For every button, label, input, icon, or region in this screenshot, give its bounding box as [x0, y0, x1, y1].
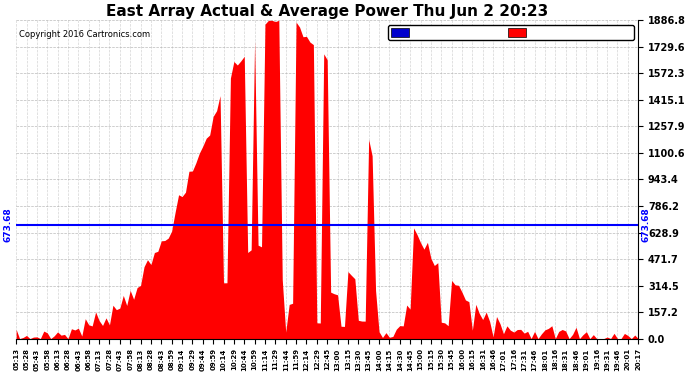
- Text: Copyright 2016 Cartronics.com: Copyright 2016 Cartronics.com: [19, 30, 150, 39]
- Title: East Array Actual & Average Power Thu Jun 2 20:23: East Array Actual & Average Power Thu Ju…: [106, 4, 549, 19]
- Text: 673.68: 673.68: [3, 208, 12, 242]
- Text: 673.68: 673.68: [642, 208, 651, 242]
- Legend: Average  (DC Watts), East Array  (DC Watts): Average (DC Watts), East Array (DC Watts…: [388, 25, 633, 40]
